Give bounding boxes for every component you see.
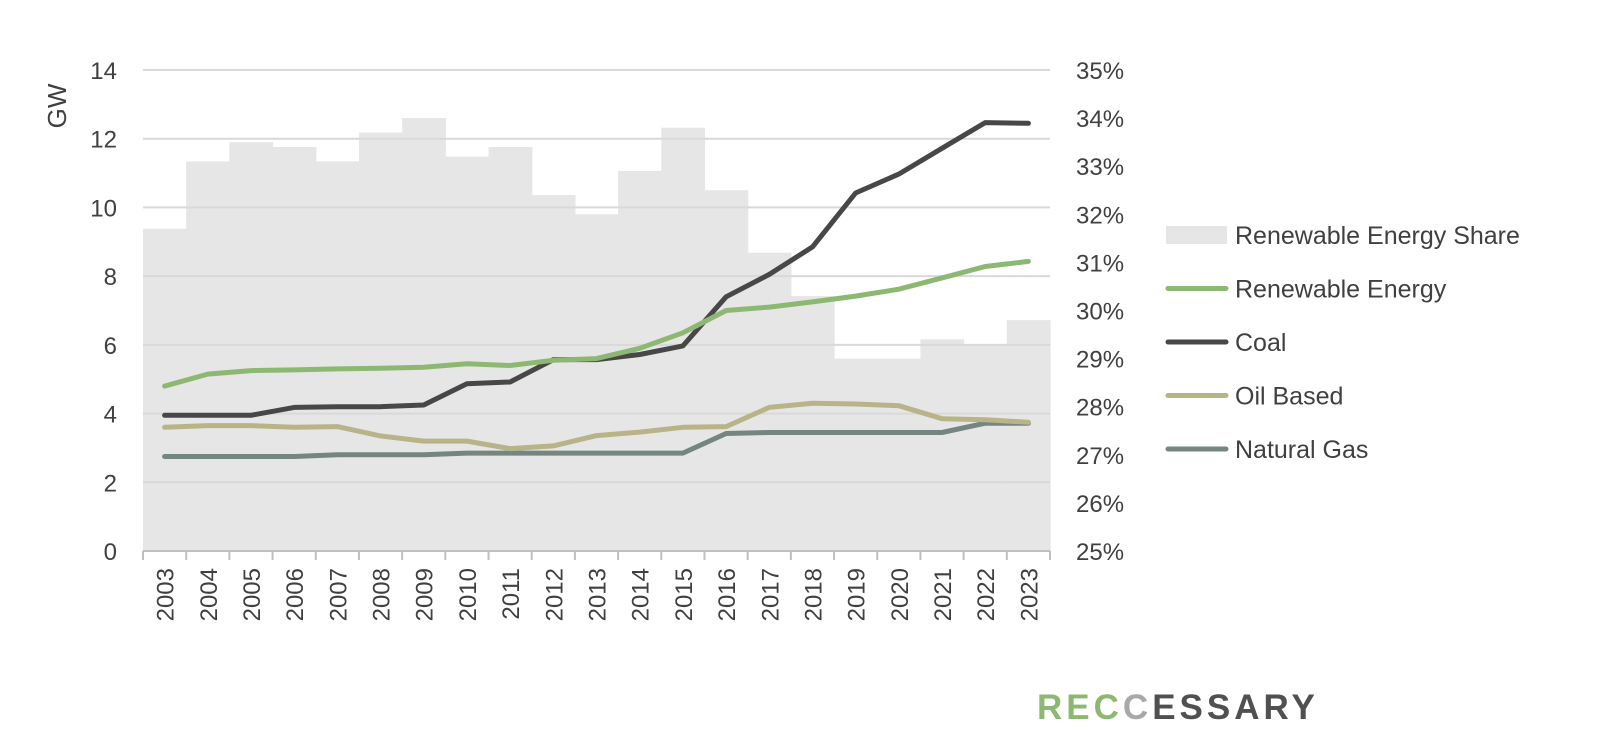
share-bar-2022: [963, 344, 1008, 551]
share-bar-2023: [1006, 320, 1051, 551]
x-tick-label-2021: 2021: [930, 568, 957, 621]
y2-tick-label: 28%: [1076, 395, 1124, 422]
share-bars: [143, 118, 1051, 552]
y2-tick-label: 25%: [1076, 539, 1124, 566]
axes: 0 2 4 6 8 10 12 14 25% 26% 27% 28% 29% 30% 31% 32% 33% 34…: [42, 58, 1124, 621]
x-tick-label-2013: 2013: [585, 568, 612, 621]
x-tick-label-2023: 2023: [1016, 568, 1043, 621]
x-tick-label-2020: 2020: [887, 568, 914, 621]
share-bar-2014: [618, 171, 662, 551]
series-lines: [162, 120, 1031, 459]
reccessary-logo: RECCESSARY: [1037, 688, 1319, 728]
x-tick-label-2017: 2017: [757, 568, 784, 621]
x-tick-label-2015: 2015: [671, 568, 698, 621]
y2-tick-label: 33%: [1076, 154, 1124, 181]
logo-part-essary: ESSARY: [1152, 688, 1319, 727]
share-bar-2012: [531, 195, 576, 551]
x-tick-label-2005: 2005: [239, 568, 266, 621]
x-tick-label-2012: 2012: [541, 568, 568, 621]
y2-tick-label: 32%: [1076, 202, 1124, 229]
share-bar-2004: [186, 161, 230, 551]
share-bar-2013: [574, 214, 619, 552]
y2-tick-label: 29%: [1076, 347, 1124, 374]
gridlines: [143, 69, 1050, 484]
x-tick-label-2009: 2009: [412, 568, 439, 621]
logo-part-rec: REC: [1037, 688, 1123, 727]
x-tick-label-2011: 2011: [498, 568, 525, 620]
legend-label-renewable-energy: Renewable Energy: [1235, 276, 1447, 304]
y2-tick-label: 31%: [1076, 250, 1124, 277]
share-bar-2007: [315, 161, 360, 551]
y-tick-label: 4: [104, 402, 117, 429]
x-tick-label-2019: 2019: [844, 568, 871, 621]
x-tick-label-2004: 2004: [196, 568, 223, 621]
x-tick-label-2022: 2022: [973, 568, 1000, 621]
legend-swatch-renewable-energy-share: [1166, 226, 1227, 244]
x-tick-label-2018: 2018: [800, 568, 827, 621]
x-tick-label-2014: 2014: [628, 568, 655, 621]
legend-label-oil-based: Oil Based: [1235, 383, 1343, 411]
legend-label-natural-gas: Natural Gas: [1235, 436, 1368, 464]
y-tick-label: 14: [90, 58, 117, 85]
y-tick-label: 2: [104, 470, 117, 497]
x-tick-label-2008: 2008: [369, 568, 396, 621]
y-tick-label: 12: [90, 127, 117, 154]
share-bar-2003: [143, 228, 187, 552]
x-tick-label-2016: 2016: [714, 568, 741, 621]
y-axis-title: GW: [42, 83, 72, 128]
legend: Renewable Energy Share Renewable Energy Co…: [1165, 222, 1520, 464]
share-bar-2019: [834, 358, 878, 551]
legend-label-coal: Coal: [1235, 329, 1286, 357]
y-tick-label: 6: [104, 333, 117, 360]
share-bar-2021: [920, 339, 965, 551]
x-tick-label-2003: 2003: [153, 568, 180, 621]
y2-tick-label: 26%: [1076, 491, 1124, 518]
x-tick-label-2007: 2007: [325, 568, 352, 621]
y2-tick-label: 35%: [1076, 58, 1124, 85]
logo-part-c: C: [1122, 688, 1153, 727]
share-bar-2011: [488, 146, 533, 551]
x-tick-label-2010: 2010: [455, 568, 482, 621]
y-tick-label: 10: [90, 195, 117, 222]
y2-tick-label: 34%: [1076, 106, 1124, 133]
y2-tick-label: 30%: [1076, 299, 1124, 326]
share-bar-2005: [229, 142, 274, 551]
y2-tick-label: 27%: [1076, 443, 1124, 470]
share-bar-2020: [877, 358, 922, 551]
share-bar-2016: [704, 190, 749, 551]
share-bar-2017: [747, 252, 792, 551]
share-bar-2009: [402, 118, 446, 551]
share-bar-2008: [358, 132, 403, 551]
y-tick-label: 8: [104, 264, 117, 291]
y-tick-label: 0: [104, 539, 117, 566]
share-bar-2010: [445, 156, 490, 551]
share-bar-2006: [272, 146, 317, 551]
x-tick-label-2006: 2006: [282, 568, 309, 621]
legend-label-renewable-energy-share: Renewable Energy Share: [1235, 222, 1520, 250]
line-oil-based: [162, 400, 1031, 452]
line-natural-gas: [162, 420, 1031, 459]
line-renewable-energy: [162, 258, 1031, 389]
share-bar-2018: [790, 296, 835, 551]
